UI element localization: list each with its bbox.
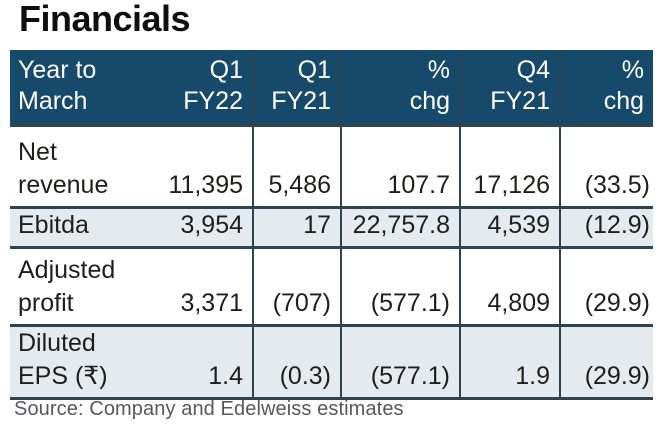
cell-adjusted-profit-q1-fy21: (707)	[252, 247, 341, 325]
col-header-q1-fy21: Q1 FY21	[252, 50, 341, 125]
cell-net-revenue-q1-fy21: 5,486	[252, 125, 341, 207]
cell-net-revenue-pct-chg-2: (33.5)	[559, 125, 653, 207]
row-label-line1: Diluted	[18, 328, 96, 357]
col-header-pct-chg-2: % chg	[559, 50, 653, 125]
row-label-line2: EPS (₹)	[18, 361, 108, 390]
table-row-net-revenue: Net revenue 11,395 5,486 107.7 17,126 (3…	[10, 125, 653, 207]
cell-diluted-eps-pct-chg-1: (577.1)	[340, 325, 460, 398]
table-header-row: Year to March Q1 FY22 Q1 FY21 % chg Q4 F…	[10, 50, 653, 125]
cell-adjusted-profit-q4-fy21: 4,809	[459, 247, 560, 325]
header-line1: %	[621, 55, 644, 84]
row-label-line1: Ebitda	[18, 210, 89, 239]
header-line1: Q1	[297, 55, 331, 84]
cell-adjusted-profit-pct-chg-2: (29.9)	[559, 247, 653, 325]
header-line2: March	[18, 86, 88, 115]
col-header-q1-fy22: Q1 FY22	[120, 50, 253, 125]
cell-net-revenue-q1-fy22: 11,395	[168, 170, 243, 199]
header-line1: %	[427, 55, 450, 84]
row-label-net-revenue: Net revenue	[10, 125, 120, 207]
row-label-adjusted-profit: Adjusted profit	[10, 247, 120, 325]
cell-net-revenue-pct-chg-1: 107.7	[340, 125, 460, 207]
col-header-q4-fy21: Q4 FY21	[459, 50, 560, 125]
page-title: Financials	[19, 0, 191, 39]
row-label-diluted-eps: Diluted EPS (₹)	[10, 325, 120, 398]
row-label-line1: Net	[18, 137, 57, 166]
header-line2: chg	[409, 86, 450, 115]
table-row-diluted-eps: Diluted EPS (₹) 1.4 (0.3) (577.1) 1.9 (2…	[10, 325, 653, 398]
row-label-line2: profit	[18, 288, 74, 317]
header-line2: chg	[603, 86, 644, 115]
financials-table: Year to March Q1 FY22 Q1 FY21 % chg Q4 F…	[10, 50, 653, 400]
col-header-year-to-march: Year to March	[10, 50, 120, 125]
cell-net-revenue-q4-fy21: 17,126	[459, 125, 560, 207]
cell-diluted-eps-q1-fy22: 1.4	[120, 325, 253, 398]
header-line2: FY21	[490, 86, 550, 115]
cell-ebitda-pct-chg-1: 22,757.8	[340, 207, 460, 247]
table-row-adjusted-profit: Adjusted profit 3,371 (707) (577.1) 4,80…	[10, 247, 653, 325]
cell-ebitda-pct-chg-2: (12.9)	[559, 207, 653, 247]
header-line2: FY22	[183, 86, 243, 115]
row-label-line1: Adjusted	[18, 255, 116, 284]
source-note: Source: Company and Edelweiss estimates	[14, 398, 404, 420]
header-line2: FY21	[271, 86, 331, 115]
row-label-line2: revenue	[18, 170, 109, 199]
header-line1: Year to	[18, 55, 97, 84]
header-line1: Q1	[209, 55, 243, 84]
cell-diluted-eps-q1-fy21: (0.3)	[252, 325, 341, 398]
header-line1: Q4	[516, 55, 550, 84]
cell-adjusted-profit-q1-fy22: 3,371	[180, 288, 243, 317]
cell-ebitda-q4-fy21: 4,539	[459, 207, 560, 247]
cell-ebitda-q1-fy21: 17	[252, 207, 341, 247]
cell-ebitda-q1-fy22: 3,954	[120, 207, 253, 247]
table-row-ebitda: Ebitda 3,954 17 22,757.8 4,539 (12.9)	[10, 207, 653, 247]
cell-adjusted-profit-pct-chg-1: (577.1)	[340, 247, 460, 325]
cell-diluted-eps-q4-fy21: 1.9	[459, 325, 560, 398]
row-label-ebitda: Ebitda	[10, 207, 120, 247]
cell-diluted-eps-pct-chg-2: (29.9)	[559, 325, 653, 398]
col-header-pct-chg-1: % chg	[340, 50, 460, 125]
